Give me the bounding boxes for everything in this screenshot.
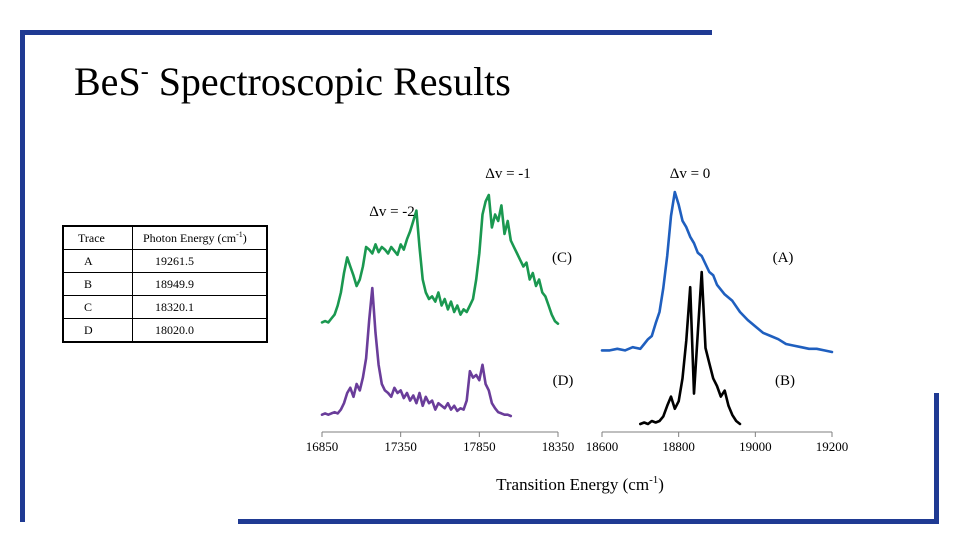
- cell-trace: D: [62, 318, 133, 343]
- title-prefix: Be: [74, 59, 119, 104]
- cell-energy: 18020.0: [132, 318, 268, 343]
- x-tick-label: 19200: [816, 439, 849, 454]
- table-row: D 18020.0: [62, 318, 268, 343]
- title-charge: -: [140, 59, 149, 85]
- x-tick-label: 17850: [463, 439, 496, 454]
- trace-table: Trace Photon Energy (cm-1) A 19261.5 B 1…: [62, 225, 268, 343]
- annotation-label_D: (D): [553, 373, 574, 389]
- header-energy-end: ): [242, 231, 247, 245]
- series-line-B: [638, 270, 742, 426]
- title-rest: Spectroscopic Results: [148, 59, 511, 104]
- cell-energy: 18320.1: [132, 295, 268, 319]
- frame-bar-top: [20, 30, 712, 35]
- chart-labels: Transition Energy (cm-1) Δv = -1 Δv = 0 Δv …: [369, 166, 795, 494]
- chart-axes: 16850 17350 17850 18350 18600 18800 19000 19200: [306, 431, 849, 454]
- cell-trace: A: [62, 249, 133, 273]
- annotation-label_C: (C): [552, 250, 572, 266]
- table-row: C 18320.1: [62, 295, 268, 319]
- table-row: B 18949.9: [62, 272, 268, 296]
- series-line-D: [320, 286, 513, 418]
- header-energy-text: Photon Energy (cm: [143, 231, 237, 245]
- header-energy-sup: -1: [236, 230, 243, 239]
- x-tick-label: 18600: [586, 439, 619, 454]
- x-tick-label: 17350: [384, 439, 417, 454]
- annotation-dv_minus1: Δv = -1: [485, 166, 531, 182]
- x-tick-label: 18800: [662, 439, 695, 454]
- frame-bar-left: [20, 30, 25, 522]
- x-axis-title: Transition Energy (cm-1): [496, 474, 664, 494]
- cell-trace: C: [62, 295, 133, 319]
- x-tick-label: 19000: [739, 439, 772, 454]
- annotation-label_A: (A): [773, 250, 794, 266]
- frame-bar-right: [934, 393, 939, 524]
- slide-title: BeS- Spectroscopic Results: [74, 58, 511, 106]
- x-tick-label: 18350: [542, 439, 575, 454]
- frame-bar-bottom: [238, 519, 939, 524]
- chart-series: [320, 190, 834, 426]
- title-element: S: [118, 59, 141, 104]
- annotation-dv_minus2: Δv = -2: [369, 204, 415, 220]
- annotation-dv_0: Δv = 0: [670, 166, 711, 182]
- series-line-C: [320, 193, 560, 326]
- series-line-A: [600, 190, 834, 354]
- x-tick-label: 16850: [306, 439, 339, 454]
- annotation-label_B: (B): [775, 373, 795, 389]
